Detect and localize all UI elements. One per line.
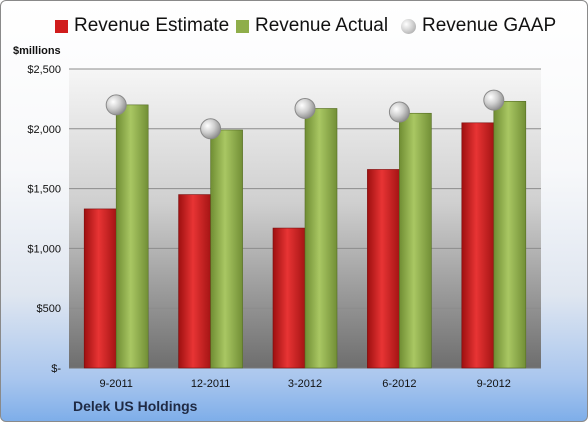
x-tick-label: 3-2012 xyxy=(288,378,322,390)
legend-label-gaap: Revenue GAAP xyxy=(422,15,557,36)
bar-revenue-estimate xyxy=(272,227,306,369)
bar-revenue-actual xyxy=(210,129,243,369)
legend-marker-gaap xyxy=(401,18,416,34)
marker-revenue-gaap xyxy=(483,89,505,111)
x-tick-label: 9-2012 xyxy=(477,378,511,390)
y-tick-label: $2,000 xyxy=(27,124,61,136)
y-tick-label: $500 xyxy=(37,303,61,315)
legend-swatch-estimate xyxy=(55,19,68,33)
y-tick-label: $1,000 xyxy=(27,243,61,255)
legend: Revenue Estimate Revenue Actual Revenue … xyxy=(1,15,587,43)
bar-revenue-estimate xyxy=(367,169,400,369)
bar-revenue-actual xyxy=(399,112,432,369)
legend-label-estimate: Revenue Estimate xyxy=(74,15,230,36)
bar-revenue-estimate xyxy=(178,194,211,369)
legend-item-estimate: Revenue Estimate xyxy=(55,15,229,37)
bar-revenue-estimate xyxy=(461,122,495,369)
bar-revenue-actual xyxy=(115,104,149,369)
bar-revenue-actual xyxy=(304,108,338,369)
legend-label-actual: Revenue Actual xyxy=(255,15,389,36)
x-tick-label: 12-2011 xyxy=(191,378,231,390)
bar-revenue-actual xyxy=(493,100,527,369)
y-tick-label: $- xyxy=(51,363,61,375)
y-tick-label: $2,500 xyxy=(27,64,61,76)
company-name: Delek US Holdings xyxy=(73,398,198,414)
bar-revenue-estimate xyxy=(83,208,117,369)
x-tick-label: 9-2011 xyxy=(99,378,132,390)
legend-item-gaap: Revenue GAAP xyxy=(401,15,556,37)
marker-revenue-gaap xyxy=(200,118,222,140)
y-unit-label: $millions xyxy=(13,45,61,57)
legend-item-actual: Revenue Actual xyxy=(236,15,388,37)
marker-revenue-gaap xyxy=(388,101,410,123)
marker-revenue-gaap xyxy=(294,97,316,119)
marker-revenue-gaap xyxy=(105,94,127,116)
x-tick-label: 6-2012 xyxy=(382,378,416,390)
legend-swatch-actual xyxy=(236,19,249,33)
y-tick-label: $1,500 xyxy=(27,184,61,196)
